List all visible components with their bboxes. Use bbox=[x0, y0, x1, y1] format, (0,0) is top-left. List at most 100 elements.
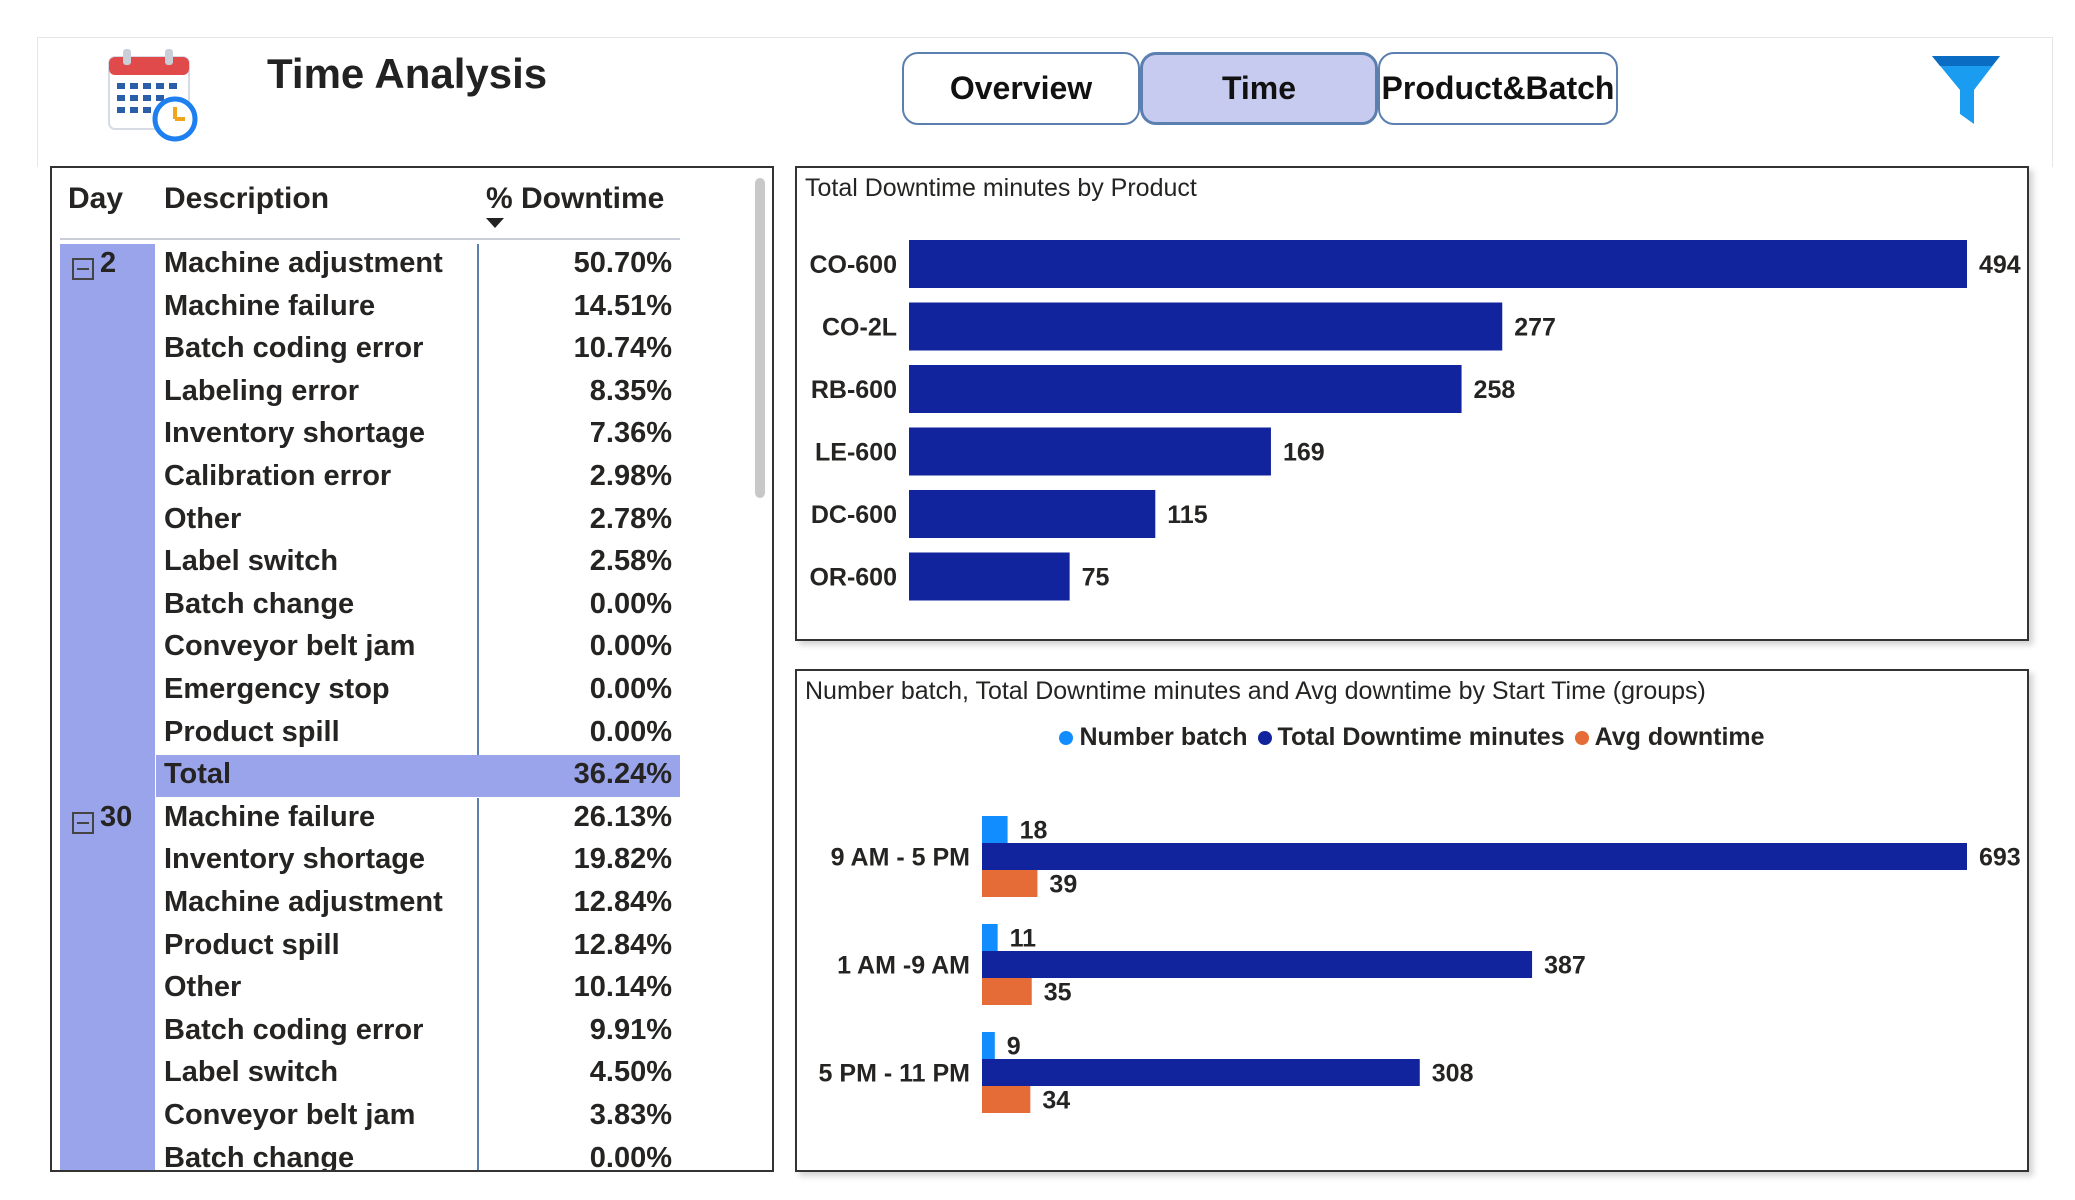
total-label: Total bbox=[164, 758, 232, 791]
description-cell: Emergency stop bbox=[164, 673, 390, 705]
column-header-downtime[interactable]: % Downtime bbox=[486, 182, 665, 215]
category-label: CO-600 bbox=[809, 251, 897, 279]
description-cell: Product spill bbox=[164, 928, 340, 961]
description-cell: Labeling error bbox=[164, 374, 359, 407]
table-row[interactable]: Inventory shortage 7.36% bbox=[60, 414, 680, 456]
bar[interactable] bbox=[909, 490, 1156, 538]
day-value: 30 bbox=[100, 800, 133, 833]
bar[interactable] bbox=[982, 978, 1032, 1005]
table-row[interactable]: Other 2.78% bbox=[60, 500, 680, 542]
column-header-day[interactable]: Day bbox=[68, 182, 124, 215]
data-label: 387 bbox=[1544, 952, 1586, 980]
page-title: Time Analysis bbox=[267, 50, 548, 97]
data-label: 308 bbox=[1432, 1060, 1474, 1088]
data-label: 258 bbox=[1474, 376, 1516, 404]
bar[interactable] bbox=[909, 552, 1070, 601]
nav-button-product-batch[interactable]: Product&Batch bbox=[1378, 52, 1618, 125]
downtime-cell: 9.91% bbox=[589, 1013, 672, 1046]
table-scrollbar[interactable] bbox=[755, 178, 765, 498]
legend-dot-icon bbox=[1257, 730, 1272, 745]
data-label: 11 bbox=[1010, 925, 1037, 953]
table-row[interactable]: Label switch 4.50% bbox=[60, 1053, 680, 1095]
downtime-cell: 2.58% bbox=[589, 545, 672, 578]
table-row[interactable]: Machine adjustment 12.84% bbox=[60, 883, 680, 925]
bar[interactable] bbox=[909, 427, 1271, 476]
description-cell: Machine failure bbox=[164, 289, 376, 322]
day-group-header: 30 bbox=[60, 798, 155, 840]
description-cell: Batch change bbox=[164, 587, 355, 620]
calendar-clock-icon bbox=[108, 49, 198, 142]
data-label: 35 bbox=[1044, 979, 1072, 1007]
data-label: 115 bbox=[1167, 501, 1207, 529]
table-header: Day Description % Downtime bbox=[52, 168, 672, 240]
data-label: 277 bbox=[1514, 314, 1556, 342]
table-row[interactable]: Conveyor belt jam 0.00% bbox=[60, 627, 680, 669]
collapse-icon[interactable] bbox=[72, 258, 94, 280]
downtime-cell: 12.84% bbox=[573, 886, 672, 918]
bar[interactable] bbox=[909, 302, 1503, 351]
description-cell: Machine adjustment bbox=[164, 247, 443, 279]
description-cell: Batch coding error bbox=[164, 1013, 424, 1046]
downtime-cell: 19.82% bbox=[573, 843, 672, 876]
table-row[interactable]: Product spill 0.00% bbox=[60, 713, 680, 755]
start-time-groups-chart: Number batch, Total Downtime minutes and… bbox=[795, 669, 2029, 1172]
downtime-cell: 26.13% bbox=[573, 800, 672, 833]
table-row[interactable]: Labeling error 8.35% bbox=[60, 372, 680, 414]
description-cell: Other bbox=[164, 971, 242, 1004]
legend-item[interactable]: Number batch bbox=[1059, 723, 1248, 752]
sort-descending-icon[interactable] bbox=[486, 218, 504, 228]
description-cell: Batch change bbox=[164, 1141, 355, 1172]
table-row[interactable]: Machine adjustment 50.70% bbox=[60, 244, 680, 286]
bar[interactable] bbox=[982, 843, 1967, 870]
table-row[interactable]: Batch coding error 9.91% bbox=[60, 1011, 680, 1053]
legend-label: Number batch bbox=[1079, 723, 1248, 751]
nav-button-time[interactable]: Time bbox=[1140, 52, 1378, 125]
description-cell: Other bbox=[164, 502, 242, 535]
bar[interactable] bbox=[982, 951, 1533, 978]
downtime-by-product-svg: CO-600 494 CO-2L 277 RB-600 258 LE-600 169 DC-60… bbox=[809, 240, 2021, 601]
table-row[interactable]: Emergency stop 0.00% bbox=[60, 670, 680, 712]
description-cell: Conveyor belt jam bbox=[164, 1099, 416, 1131]
description-cell: Batch coding error bbox=[164, 332, 424, 365]
data-label: 75 bbox=[1082, 564, 1110, 592]
table-row[interactable]: Calibration error 2.98% bbox=[60, 457, 680, 499]
nav-button-overview[interactable]: Overview bbox=[902, 52, 1140, 125]
table-row[interactable]: Batch coding error 10.74% bbox=[60, 329, 680, 371]
table-row[interactable]: Product spill 12.84% bbox=[60, 926, 680, 968]
day-group-band bbox=[60, 797, 155, 1170]
table-row[interactable]: Batch change 0.00% bbox=[60, 585, 680, 627]
bar[interactable] bbox=[982, 1059, 1420, 1086]
column-header-description[interactable]: Description bbox=[164, 182, 330, 215]
bar[interactable] bbox=[909, 365, 1462, 413]
table-row[interactable]: Other 10.14% bbox=[60, 968, 680, 1010]
downtime-cell: 12.84% bbox=[573, 928, 672, 961]
bar[interactable] bbox=[982, 1086, 1031, 1113]
filter-icon[interactable] bbox=[1930, 52, 2002, 128]
data-label: 494 bbox=[1979, 251, 2021, 279]
header-frame bbox=[37, 37, 2053, 167]
table-row[interactable]: Label switch 2.58% bbox=[60, 542, 680, 584]
legend-item[interactable]: Total Downtime minutes bbox=[1257, 723, 1565, 752]
table-row[interactable]: Machine failure 14.51% bbox=[60, 287, 680, 329]
total-value: 36.24% bbox=[573, 758, 672, 791]
collapse-icon[interactable] bbox=[72, 811, 94, 834]
bar[interactable] bbox=[982, 870, 1038, 897]
bar[interactable] bbox=[909, 240, 1967, 288]
total-row[interactable]: Total 36.24% bbox=[156, 755, 680, 798]
category-label: LE-600 bbox=[815, 439, 897, 467]
data-label: 693 bbox=[1979, 844, 2021, 872]
description-cell: Inventory shortage bbox=[164, 843, 426, 876]
legend-item[interactable]: Avg downtime bbox=[1574, 723, 1765, 752]
bar[interactable] bbox=[982, 924, 998, 951]
day-group-band bbox=[60, 244, 155, 798]
table-row[interactable]: Inventory shortage 19.82% bbox=[60, 840, 680, 882]
table-row[interactable]: Machine failure 26.13% bbox=[60, 798, 680, 840]
table-row[interactable]: Batch change 0.00% bbox=[60, 1139, 680, 1172]
description-cell: Machine adjustment bbox=[164, 886, 443, 918]
bar[interactable] bbox=[982, 816, 1008, 843]
downtime-cell: 0.00% bbox=[589, 1141, 672, 1172]
bar[interactable] bbox=[982, 1032, 995, 1059]
description-cell: Label switch bbox=[164, 1056, 339, 1089]
table-row[interactable]: Conveyor belt jam 3.83% bbox=[60, 1096, 680, 1138]
description-cell: Label switch bbox=[164, 545, 339, 578]
